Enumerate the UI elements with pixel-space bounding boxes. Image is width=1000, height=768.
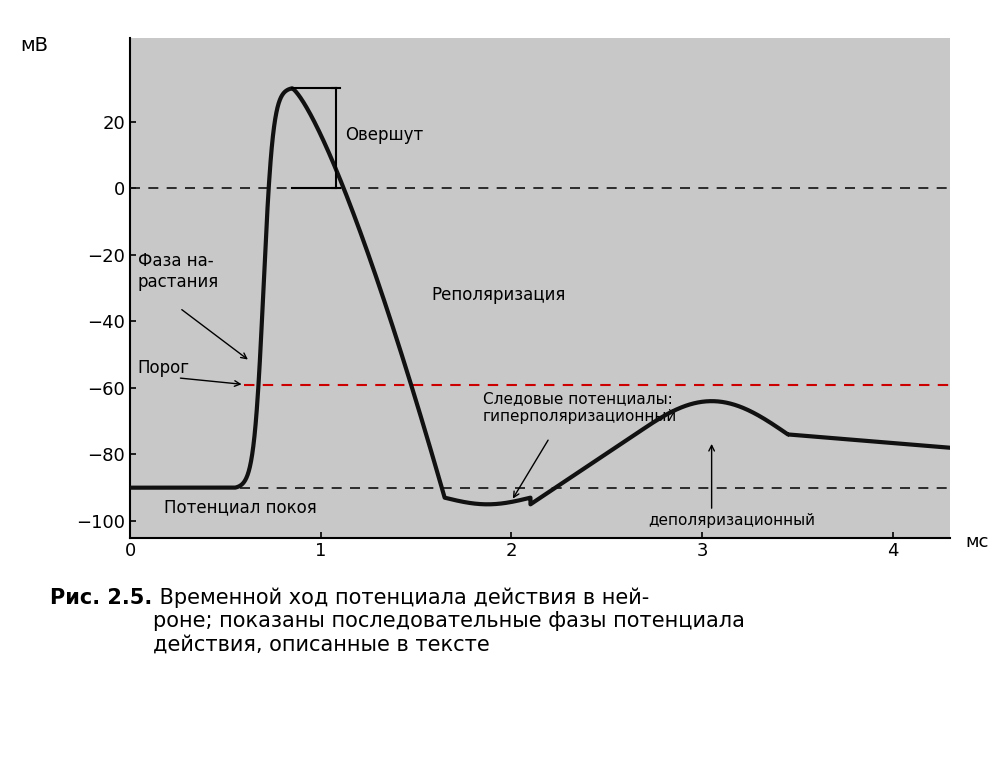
Text: Временной ход потенциала действия в ней-
роне; показаны последовательные фазы по: Временной ход потенциала действия в ней-… bbox=[153, 588, 745, 654]
Text: Рис. 2.5.: Рис. 2.5. bbox=[50, 588, 152, 607]
Text: деполяризационный: деполяризационный bbox=[649, 514, 816, 528]
Text: Реполяризация: Реполяризация bbox=[431, 286, 566, 303]
Text: Фаза на-
растания: Фаза на- растания bbox=[138, 252, 219, 291]
Text: Порог: Порог bbox=[138, 359, 190, 377]
Text: Овершут: Овершут bbox=[345, 126, 424, 144]
Text: мс: мс bbox=[965, 533, 989, 551]
Text: Следовые потенциалы:
гиперполяризационный: Следовые потенциалы: гиперполяризационны… bbox=[483, 392, 677, 424]
Text: мВ: мВ bbox=[21, 36, 49, 55]
Text: Потенциал покоя: Потенциал покоя bbox=[164, 498, 317, 517]
